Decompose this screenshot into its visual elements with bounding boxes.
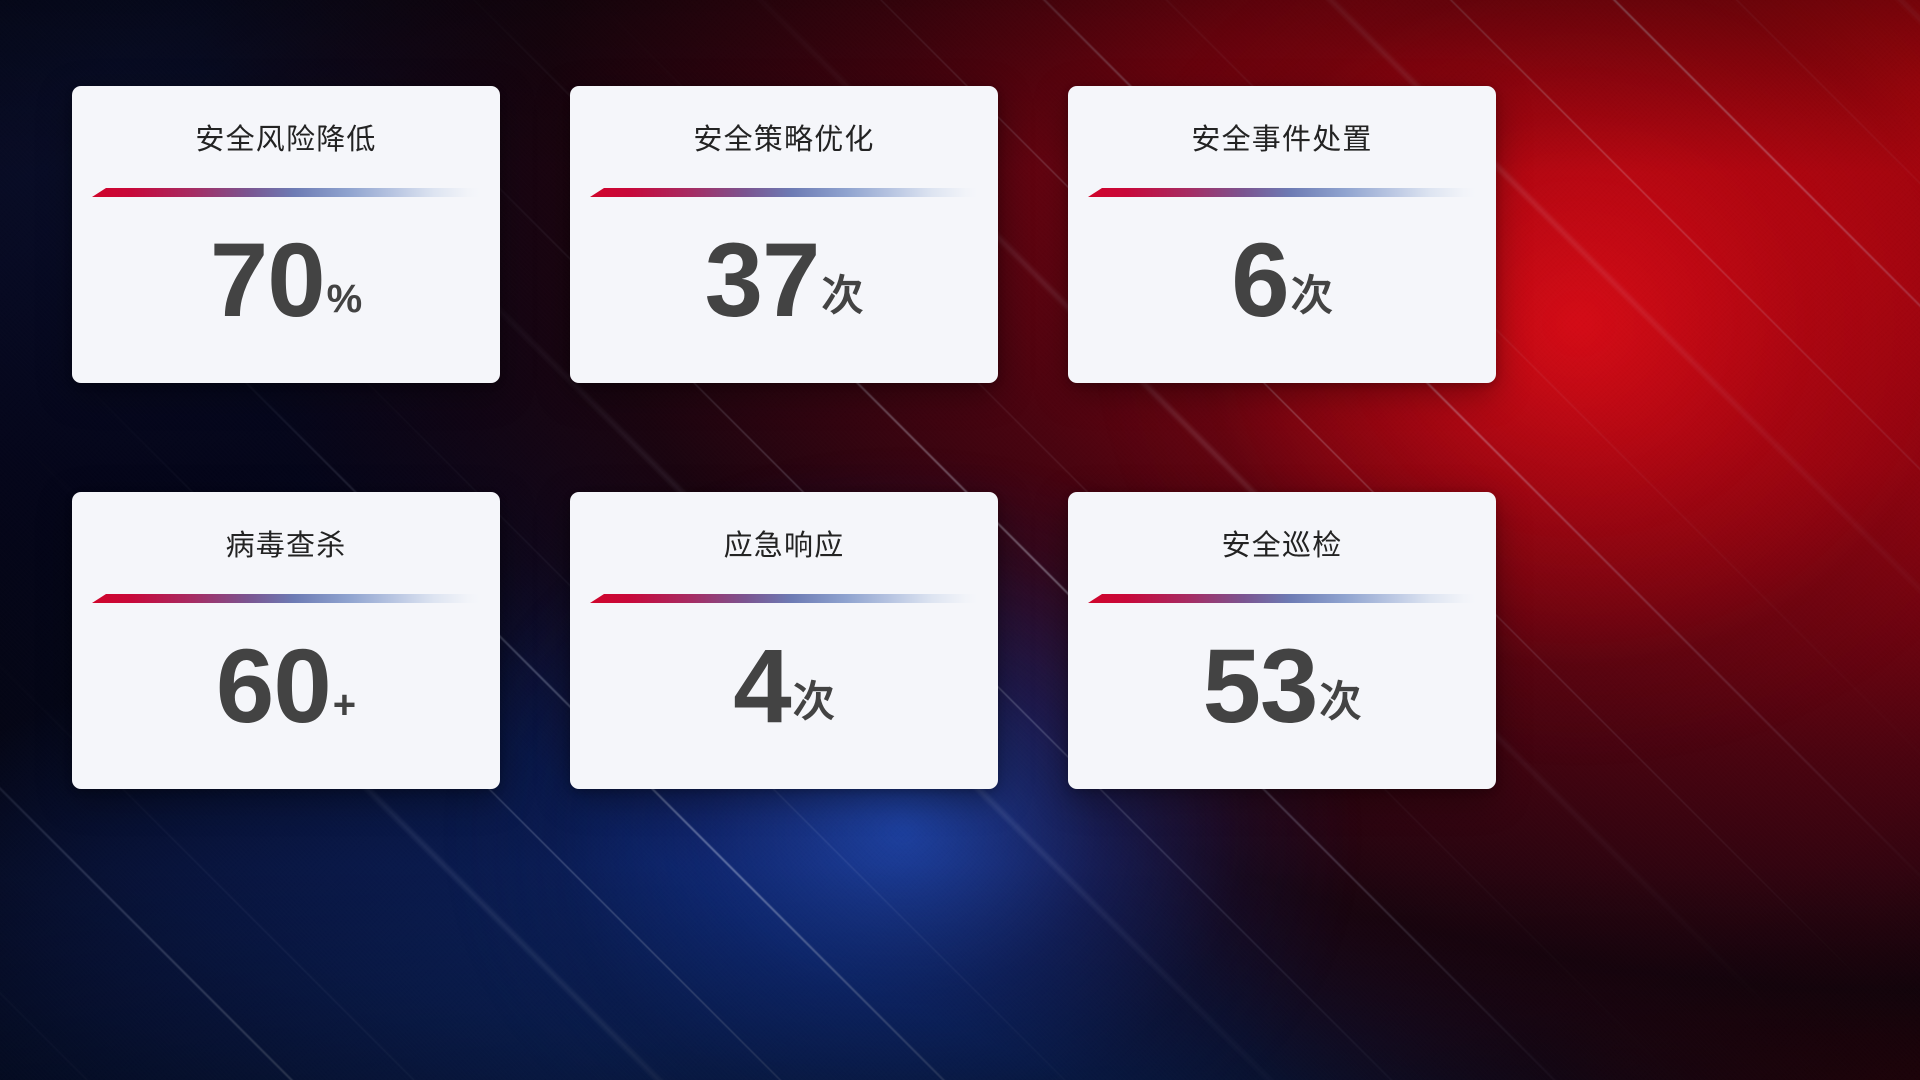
metric-unit: 次 [821, 272, 864, 319]
metric-card-title: 安全策略优化 [693, 124, 875, 156]
metric-card-title: 病毒查杀 [225, 530, 347, 562]
metric-value: 6 [1231, 222, 1289, 339]
metric-card-title: 应急响应 [723, 530, 845, 562]
metric-divider-bar [92, 188, 480, 197]
metric-value: 37 [704, 222, 821, 339]
metric-card[interactable]: 应急响应 4 次 [570, 492, 998, 789]
metric-unit: 次 [1319, 678, 1362, 725]
metric-divider [92, 594, 480, 603]
metric-card-title: 安全巡检 [1221, 530, 1343, 562]
metric-value: 60 [215, 628, 332, 745]
metric-card[interactable]: 安全风险降低 70% [72, 86, 500, 383]
metric-card[interactable]: 病毒查杀 60 + [72, 492, 500, 789]
metric-value-row: 37 次 [704, 222, 864, 383]
metric-card-title: 安全事件处置 [1191, 124, 1373, 156]
metric-value-row: 53 次 [1202, 628, 1362, 789]
metric-divider-bar [590, 188, 978, 197]
metric-card[interactable]: 安全策略优化 37 次 [570, 86, 998, 383]
metric-card[interactable]: 安全事件处置 6 次 [1068, 86, 1496, 383]
metric-divider [92, 188, 480, 197]
metric-unit: + [332, 683, 357, 727]
metric-value-row: 60 + [215, 628, 357, 789]
metric-card-title: 安全风险降低 [195, 124, 377, 156]
metric-divider [1088, 594, 1476, 603]
metric-divider [1088, 188, 1476, 197]
metric-divider-bar [92, 594, 480, 603]
metric-value: 53 [1202, 628, 1319, 745]
metric-divider-bar [1088, 188, 1476, 197]
metric-value: 70 [209, 222, 326, 339]
metric-unit: 次 [792, 678, 835, 725]
metric-card-grid: 安全风险降低 70% 安全策略优化 37 次安全事件处置 6 次病毒查杀 60 + 应急响应 4 次安… [72, 86, 1496, 789]
metric-divider-bar [1088, 594, 1476, 603]
metric-divider-bar [590, 594, 978, 603]
metric-card[interactable]: 安全巡检 53 次 [1068, 492, 1496, 789]
metric-divider [590, 594, 978, 603]
metric-value-row: 70% [209, 222, 363, 383]
metric-value: 4 [733, 628, 791, 745]
metric-unit: % [326, 277, 363, 321]
metric-divider [590, 188, 978, 197]
metric-unit: 次 [1290, 272, 1333, 319]
